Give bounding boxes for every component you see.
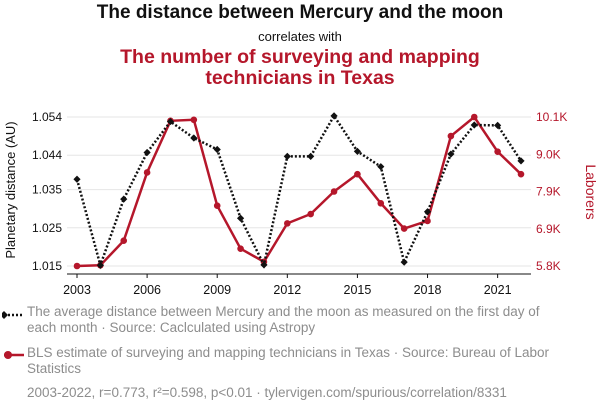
data-point-technicians bbox=[190, 116, 198, 124]
series-line-technicians bbox=[76, 115, 522, 268]
data-point-distance bbox=[307, 152, 315, 160]
y-right-tick-label: 5.8K bbox=[536, 259, 561, 273]
data-point-distance bbox=[494, 121, 502, 130]
data-point-technicians bbox=[120, 237, 128, 245]
y-right-tick-label: 7.9K bbox=[536, 185, 561, 199]
x-axis: 2003 2006 2009 2012 2015 2018 2021 bbox=[63, 273, 531, 297]
data-point-technicians bbox=[470, 113, 478, 121]
chart-plot: 1.015 1.025 1.035 1.044 1.054 5.8K 6.9K 7.9K 9.… bbox=[3, 110, 599, 297]
x-tick-label: 2012 bbox=[273, 283, 301, 297]
x-tick-label: 2021 bbox=[484, 283, 512, 297]
data-point-technicians bbox=[494, 148, 501, 155]
y-axis-label-left: Planetary distance (AU) bbox=[3, 121, 18, 258]
data-point-distance bbox=[283, 152, 291, 160]
data-point-technicians bbox=[237, 245, 244, 252]
data-point-distance bbox=[400, 258, 408, 266]
data-point-distance bbox=[236, 214, 245, 222]
chart-connector: correlates with bbox=[258, 29, 342, 44]
y-axis-label-right: Laborers bbox=[583, 164, 599, 219]
y-left-tick-label: 1.044 bbox=[32, 148, 62, 162]
chart-title: The distance between Mercury and the moo… bbox=[96, 2, 504, 23]
legend-marker-distance bbox=[2, 311, 24, 319]
x-tick-label: 2015 bbox=[344, 283, 372, 297]
series-technicians bbox=[73, 113, 525, 270]
data-point-distance bbox=[143, 148, 151, 157]
x-tick-label: 2006 bbox=[133, 283, 161, 297]
y-left-tick-label: 1.035 bbox=[32, 183, 62, 197]
data-point-distance bbox=[166, 117, 175, 126]
data-point-distance bbox=[330, 112, 338, 120]
data-point-technicians bbox=[424, 217, 431, 225]
data-point-technicians bbox=[213, 202, 221, 210]
legend-text-distance: The average distance between Mercury and… bbox=[27, 304, 540, 335]
y-right-tick-label: 10.1K bbox=[536, 110, 567, 124]
data-point-distance bbox=[190, 134, 198, 142]
data-point-distance bbox=[213, 145, 221, 154]
y-left-tick-label: 1.025 bbox=[32, 221, 62, 235]
data-point-distance bbox=[517, 157, 525, 165]
legend-marker-technicians bbox=[4, 351, 24, 359]
chart-subtitle: The number of surveying and mapping tech… bbox=[120, 46, 480, 89]
data-point-technicians bbox=[517, 170, 525, 178]
data-point-distance bbox=[423, 208, 432, 216]
data-point-distance bbox=[470, 121, 478, 129]
y-right-tick-label: 9.0K bbox=[536, 147, 561, 161]
grid-lines bbox=[67, 116, 531, 267]
series-distance bbox=[73, 112, 525, 270]
data-point-distance bbox=[96, 261, 104, 269]
y-right-tick-label: 6.9K bbox=[536, 222, 561, 236]
data-point-distance bbox=[447, 150, 455, 158]
data-point-distance bbox=[353, 147, 362, 155]
data-point-technicians bbox=[377, 199, 385, 207]
data-point-distance bbox=[260, 261, 268, 269]
data-point-distance bbox=[73, 175, 81, 183]
data-point-technicians bbox=[354, 170, 361, 178]
data-point-technicians bbox=[307, 210, 314, 218]
right-axis: 5.8K 6.9K 7.9K 9.0K 10.1K bbox=[536, 110, 567, 273]
legend-text-technicians: BLS estimate of surveying and mapping te… bbox=[27, 345, 550, 376]
data-point-technicians bbox=[143, 169, 151, 176]
y-left-tick-label: 1.054 bbox=[32, 110, 62, 124]
series-line-distance bbox=[75, 113, 523, 270]
data-point-technicians bbox=[400, 225, 408, 232]
x-tick-label: 2003 bbox=[63, 283, 91, 297]
data-point-distance bbox=[120, 195, 128, 203]
left-axis: 1.015 1.025 1.035 1.044 1.054 bbox=[32, 110, 62, 273]
data-point-technicians bbox=[73, 262, 81, 270]
x-tick-label: 2018 bbox=[414, 283, 442, 297]
y-left-tick-label: 1.015 bbox=[32, 259, 62, 273]
x-tick-label: 2009 bbox=[203, 283, 231, 297]
data-point-technicians bbox=[330, 188, 338, 195]
data-point-technicians bbox=[447, 132, 455, 140]
footer-stats: 2003-2022, r=0.773, r²=0.598, p<0.01 · t… bbox=[27, 385, 507, 400]
data-point-technicians bbox=[284, 220, 291, 227]
data-point-distance bbox=[377, 163, 385, 171]
